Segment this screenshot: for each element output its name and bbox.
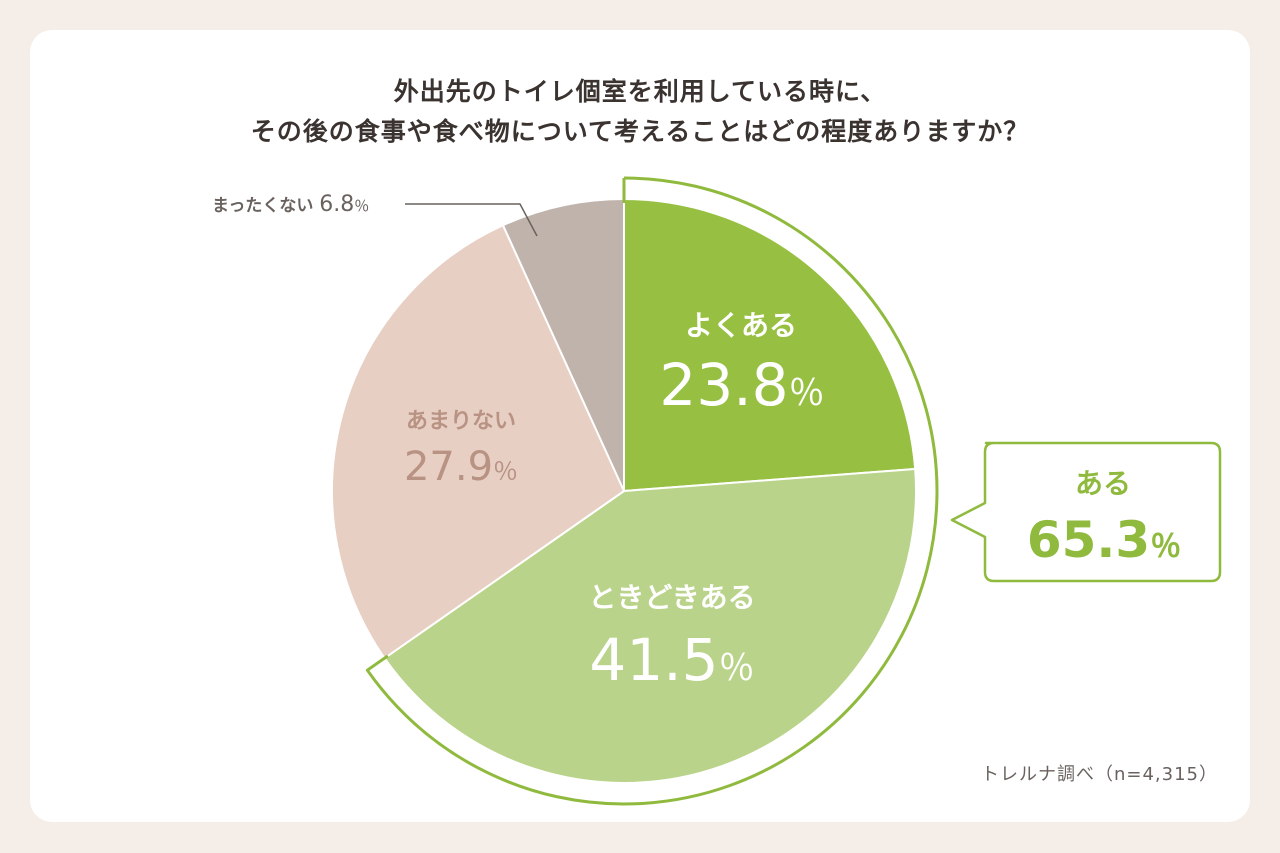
value-tokidoki-aru: 41.5％ <box>589 626 754 694</box>
value-yoku-aru: 23.8％ <box>659 351 824 419</box>
label-amari-nai: あまりない <box>406 409 516 434</box>
source-note: トレルナ調べ（n=4,315） <box>980 764 1218 785</box>
group-aru-outline <box>365 176 939 806</box>
slice-tokidoki-aru <box>383 467 917 784</box>
title-line-2: その後の食事や食べ物について考えることはどの程度ありますか？ <box>250 117 1030 146</box>
leader-line-mattaku-nai <box>405 203 538 237</box>
slice-mattaku-nai <box>501 197 625 492</box>
callout-aru-box <box>950 441 1222 583</box>
slice-yoku-aru <box>623 197 917 493</box>
label-mattaku-nai: まったくない 6.8％ <box>212 192 369 217</box>
callout-aru-value: 65.3％ <box>1027 511 1181 569</box>
label-yoku-aru: よくある <box>685 309 797 342</box>
slice-amari-nai <box>331 223 626 660</box>
callout-aru-label: ある <box>1075 467 1131 500</box>
value-amari-nai: 27.9％ <box>404 444 518 490</box>
chart-title: 外出先のトイレ個室を利用している時に、 その後の食事や食べ物について考えることは… <box>0 72 1280 152</box>
title-line-1: 外出先のトイレ個室を利用している時に、 <box>393 77 887 106</box>
label-tokidoki-aru: ときどきある <box>588 581 755 614</box>
